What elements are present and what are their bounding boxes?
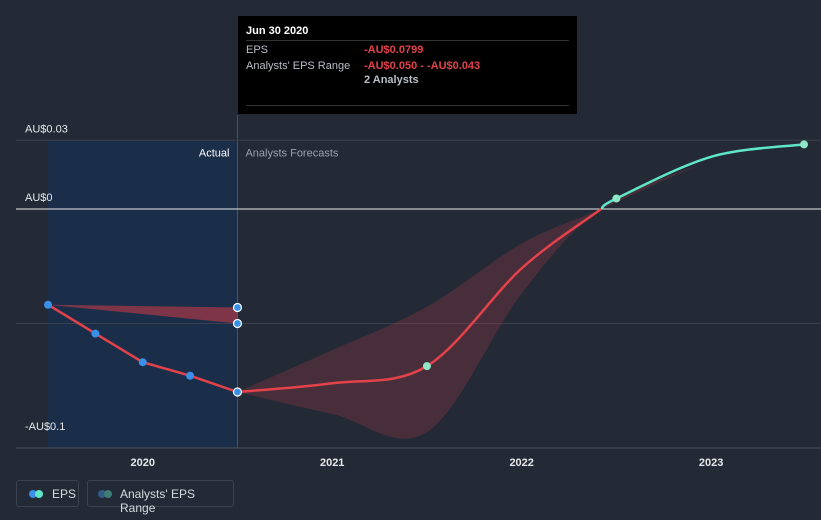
tooltip-analysts: 2 Analysts [364, 74, 419, 86]
y-tick-label: AU$0 [25, 192, 53, 204]
tooltip-eps-value: -AU$0.0799 [364, 44, 424, 56]
eps-point [800, 140, 808, 149]
eps-point [422, 362, 431, 371]
x-tick-label: 2021 [320, 457, 344, 469]
tooltip-divider [246, 105, 569, 126]
tooltip-range-label: Analysts' EPS Range [246, 60, 351, 72]
tooltip-date: Jun 30 2020 [246, 25, 309, 37]
tooltip: Jun 30 2020 EPS -AU$0.0799 Analysts' EPS… [238, 16, 577, 114]
x-tick-label: 2022 [509, 457, 533, 469]
y-tick-label: AU$0.03 [25, 123, 68, 135]
y-tick-label: -AU$0.1 [25, 421, 65, 433]
eps-point [44, 300, 52, 309]
legend-range-label: Analysts' EPS Range [120, 487, 195, 515]
eps-point [232, 318, 243, 329]
tooltip-range-row: Analysts' EPS Range -AU$0.050 - -AU$0.04… [246, 57, 569, 77]
x-tick-label: 2023 [699, 457, 723, 469]
eps-point [612, 194, 621, 203]
eps-point [138, 358, 147, 367]
tooltip-range-value: -AU$0.050 - -AU$0.043 [364, 60, 481, 72]
legend-range-button[interactable]: Analysts' EPS Range [87, 480, 234, 515]
actual-label: Actual [199, 147, 230, 159]
tooltip-eps-label: EPS [246, 44, 269, 56]
x-tick-label: 2020 [130, 457, 154, 469]
tooltip-eps-row: EPS -AU$0.0799 [246, 40, 569, 61]
forecast-label: Analysts Forecasts [245, 147, 338, 159]
range-band-forecast [237, 144, 804, 439]
range-band-actual [48, 304, 238, 324]
eps-legend-icon [29, 489, 45, 499]
actual-region [48, 140, 238, 449]
eps-point [232, 302, 243, 313]
eps-point [91, 329, 100, 338]
eps-point [232, 387, 243, 397]
eps-point [186, 371, 195, 380]
range-legend-icon [98, 489, 114, 499]
legend-eps-button[interactable]: EPS [16, 480, 79, 507]
tooltip-analysts-row: 2 Analysts [246, 74, 569, 94]
legend-eps-label: EPS [52, 487, 77, 501]
eps-line-forecast-positive [600, 143, 805, 211]
